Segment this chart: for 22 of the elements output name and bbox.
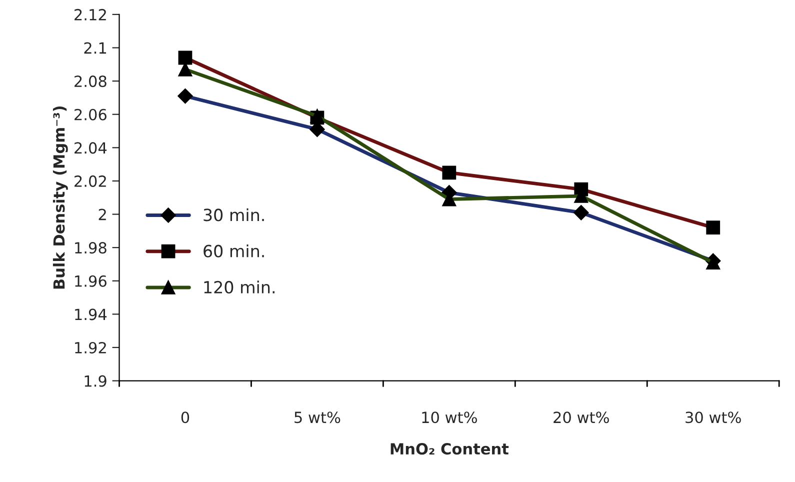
legend-label: 60 min.: [204, 244, 264, 258]
y-tick-label: 2.04: [74, 142, 107, 154]
y-tick-label: 2: [98, 208, 106, 220]
y-tick-label: 1.96: [75, 275, 106, 287]
x-tick-label: 20 wt%: [554, 412, 609, 424]
y-tick-label: 2.02: [74, 175, 106, 187]
y-tick-label: 1.92: [75, 342, 106, 354]
x-tick-label: 10 wt%: [422, 412, 477, 424]
y-tick-label: 2.1: [84, 42, 106, 54]
y-tick-label: 1.94: [75, 308, 107, 320]
x-tick-label: 30 wt%: [686, 412, 741, 424]
y-tick-label: 2.08: [74, 76, 106, 88]
x-axis-title: MnO₂ Content: [390, 443, 509, 455]
x-tick-label: 5 wt%: [294, 412, 340, 424]
legend-label: 30 min.: [204, 208, 264, 222]
y-tick-label: 1.98: [75, 242, 106, 254]
y-tick-label: 1.9: [84, 375, 106, 387]
y-axis-title: Bulk Density (Mgm⁻³): [52, 106, 68, 289]
y-tick-label: 2.12: [74, 8, 106, 20]
legend-label: 120 min.: [204, 280, 274, 294]
y-tick-label: 2.06: [74, 108, 106, 120]
x-tick-label: 0: [181, 412, 190, 424]
